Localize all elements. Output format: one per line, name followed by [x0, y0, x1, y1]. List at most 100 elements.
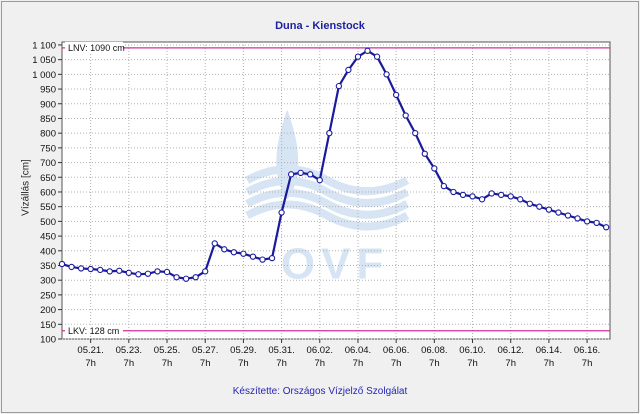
x-tick-sublabel: 7h — [391, 358, 402, 369]
x-tick-label: 06.14. — [536, 345, 562, 356]
reference-label: LNV: 1090 cm — [68, 43, 125, 53]
data-point — [450, 188, 457, 196]
data-point — [77, 265, 85, 272]
y-tick-label: 150 — [40, 320, 56, 331]
y-tick-label: 700 — [40, 158, 56, 169]
data-point — [498, 191, 505, 199]
watermark-wave — [245, 200, 410, 231]
x-tick-label: 05.23. — [116, 345, 142, 356]
data-point — [211, 240, 218, 247]
data-point — [326, 130, 333, 137]
data-point — [574, 215, 581, 222]
x-tick-label: 06.12. — [497, 345, 523, 356]
data-point — [221, 246, 228, 253]
x-tick-label: 06.16. — [574, 345, 600, 356]
data-point — [364, 47, 371, 54]
data-point — [517, 196, 524, 203]
data-point — [392, 91, 400, 99]
data-point — [202, 268, 209, 275]
data-point — [402, 112, 409, 119]
x-tick-label: 05.29. — [230, 345, 256, 356]
data-point — [412, 130, 419, 137]
watermark-wave — [245, 188, 410, 219]
credit-text: Készítette: Országos Vízjelző Szolgálat — [232, 386, 408, 397]
reference-label-bg — [65, 41, 123, 53]
data-point — [335, 82, 343, 90]
y-tick-label: 1 100 — [32, 40, 56, 51]
data-point — [116, 267, 123, 274]
x-tick-label: 05.27. — [192, 345, 218, 356]
y-tick-label: 350 — [40, 261, 56, 272]
data-point — [106, 268, 113, 275]
data-point — [173, 274, 180, 281]
data-point — [507, 193, 514, 200]
x-tick-label: 06.02. — [307, 345, 333, 356]
data-point — [316, 177, 323, 184]
data-point — [240, 250, 247, 257]
reference-label: LKV: 128 cm — [68, 326, 119, 336]
data-point — [373, 53, 381, 60]
data-point — [182, 275, 190, 282]
series-line — [61, 49, 607, 280]
y-tick-label: 250 — [40, 290, 56, 301]
x-tick-label: 05.21. — [77, 345, 103, 356]
data-point — [421, 150, 428, 157]
data-point — [603, 224, 610, 231]
y-tick-label: 900 — [40, 99, 56, 110]
data-point — [125, 269, 132, 276]
x-tick-sublabel: 7h — [124, 358, 135, 369]
data-point — [144, 270, 152, 277]
x-tick-label: 05.25. — [154, 345, 180, 356]
plot-area — [61, 41, 611, 340]
y-tick-label: 550 — [40, 202, 56, 213]
x-tick-sublabel: 7h — [85, 358, 96, 369]
data-point — [488, 190, 495, 197]
data-point — [555, 209, 562, 216]
data-point — [68, 263, 75, 271]
x-tick-sublabel: 7h — [544, 358, 555, 369]
data-point — [440, 182, 448, 190]
watermark-wave — [245, 176, 410, 207]
data-point — [564, 212, 572, 219]
x-tick-label: 06.10. — [459, 345, 485, 356]
data-point — [259, 256, 266, 263]
data-point — [297, 169, 304, 177]
data-point — [469, 193, 476, 200]
watermark-wave — [245, 165, 410, 196]
y-tick-label: 800 — [40, 129, 56, 140]
data-point — [287, 171, 295, 178]
y-tick-label: 1 050 — [32, 55, 56, 66]
x-tick-sublabel: 7h — [238, 358, 249, 369]
x-tick-sublabel: 7h — [200, 358, 211, 369]
x-tick-sublabel: 7h — [505, 358, 516, 369]
y-tick-label: 850 — [40, 114, 56, 125]
data-point — [192, 274, 199, 281]
data-point — [154, 268, 161, 275]
data-point — [268, 254, 276, 262]
data-point — [526, 200, 533, 207]
data-point — [593, 219, 600, 226]
x-tick-sublabel: 7h — [429, 358, 440, 369]
data-point — [545, 206, 553, 213]
x-tick-sublabel: 7h — [467, 358, 478, 369]
data-point — [536, 203, 543, 210]
data-point — [431, 165, 438, 172]
x-tick-sublabel: 7h — [353, 358, 364, 369]
data-point — [583, 218, 591, 225]
x-tick-label: 06.06. — [383, 345, 409, 356]
data-point — [354, 53, 362, 60]
y-tick-label: 100 — [40, 335, 56, 346]
y-tick-label: 400 — [40, 246, 56, 257]
data-point — [97, 266, 104, 274]
x-tick-sublabel: 7h — [162, 358, 173, 369]
data-point — [58, 260, 66, 268]
x-tick-sublabel: 7h — [276, 358, 287, 369]
y-tick-label: 200 — [40, 305, 56, 316]
y-tick-label: 650 — [40, 173, 56, 184]
y-tick-label: 300 — [40, 276, 56, 287]
data-point — [249, 253, 257, 260]
data-point — [163, 268, 171, 276]
y-tick-label: 500 — [40, 217, 56, 228]
data-point — [307, 171, 314, 178]
y-tick-label: 750 — [40, 143, 56, 154]
